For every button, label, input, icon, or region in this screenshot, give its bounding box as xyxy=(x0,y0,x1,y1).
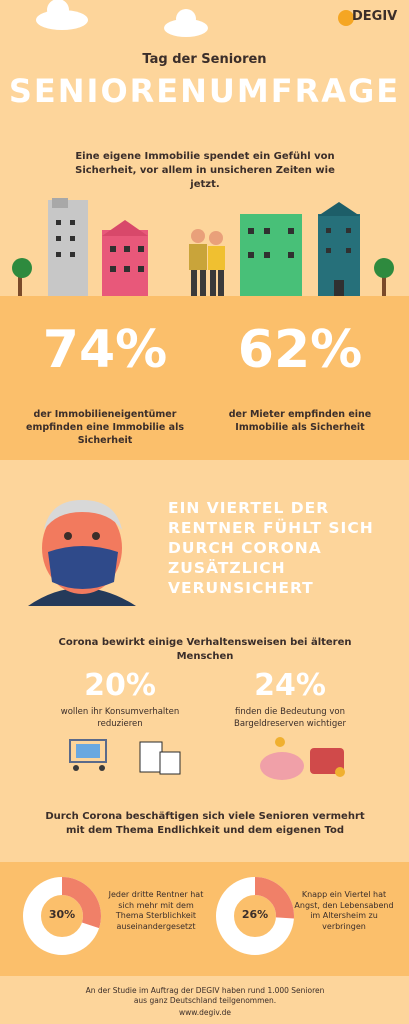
stat-text: der Immobilieneigentümer empfinden eine … xyxy=(26,409,184,446)
corona-figure: 24% xyxy=(254,668,326,703)
stat-text: der Mieter empfinden eine Immobilie als … xyxy=(228,409,372,433)
donut-text: Jeder dritte Rentner hat sich mehr mit d… xyxy=(108,890,204,931)
mortality-intro: Durch Corona beschäftigen sich viele Sen… xyxy=(45,811,365,836)
donut-arc xyxy=(23,877,101,955)
donut-label: 30% xyxy=(48,908,76,921)
corona-intro: Corona bewirkt einige Verhaltensweisen b… xyxy=(58,637,352,662)
corona-figure: 20% xyxy=(84,668,156,703)
donut-arc xyxy=(216,877,294,955)
masked-senior xyxy=(28,500,136,606)
shopping xyxy=(69,739,181,775)
stat-figure: 74% xyxy=(42,320,168,380)
corona-text: finden die Bedeutung von Bargeldreserven… xyxy=(234,707,346,729)
donuts xyxy=(23,877,294,955)
donut-text: Knapp ein Viertel hat Angst, den Lebensa… xyxy=(294,890,394,931)
title: SENIORENUMFRAGE xyxy=(8,72,401,110)
corona-text: wollen ihr Konsumverhalten reduzieren xyxy=(60,707,180,729)
seniors xyxy=(189,229,225,296)
intro: Eine eigene Immobilie spendet ein Gefühl… xyxy=(75,151,335,190)
city xyxy=(12,198,394,296)
donut-label: 26% xyxy=(241,908,269,921)
logo-icon xyxy=(338,10,354,26)
footer: An der Studie im Auftrag der DEGIV haben… xyxy=(85,986,325,1005)
subtitle: Tag der Senioren xyxy=(142,52,267,67)
stat-figure: 62% xyxy=(237,320,363,380)
clouds xyxy=(36,0,208,37)
url: www.degiv.de xyxy=(179,1008,231,1017)
trees xyxy=(12,258,394,296)
savings xyxy=(260,737,345,780)
logo: DEGIV xyxy=(352,9,398,24)
headline: EIN VIERTEL DER RENTNER FÜHLT SICH DURCH… xyxy=(168,499,374,597)
stats-band xyxy=(0,296,409,460)
